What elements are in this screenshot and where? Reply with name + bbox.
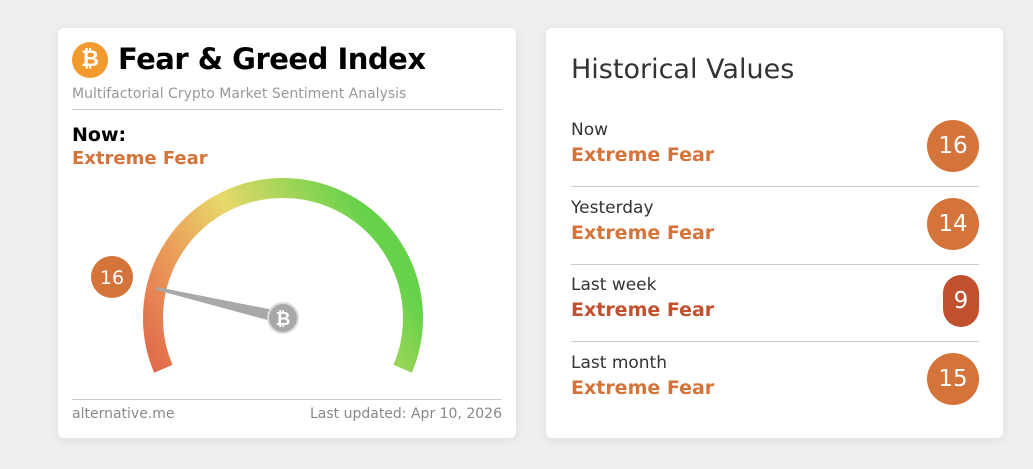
card-title: Historical Values bbox=[571, 54, 795, 85]
period-label: Now bbox=[571, 120, 609, 140]
gauge-value: 16 bbox=[100, 267, 124, 289]
divider bbox=[72, 399, 502, 400]
history-row: Yesterday Extreme Fear 14 bbox=[571, 188, 979, 265]
gauge-arc bbox=[143, 178, 423, 373]
sentiment-value: Extreme Fear bbox=[571, 376, 715, 399]
divider bbox=[571, 341, 979, 342]
score-badge: 14 bbox=[927, 197, 979, 250]
score-badge: 9 bbox=[943, 275, 979, 327]
divider bbox=[72, 109, 502, 110]
gauge-needle bbox=[156, 286, 285, 324]
now-label: Now: bbox=[72, 124, 127, 146]
score-badge: 15 bbox=[927, 352, 979, 405]
needle-hub bbox=[267, 302, 299, 334]
period-label: Yesterday bbox=[571, 197, 654, 218]
now-value: Extreme Fear bbox=[72, 148, 208, 169]
bitcoin-logo-icon: ₿ bbox=[72, 42, 108, 78]
card-subtitle: Multifactorial Crypto Market Sentiment A… bbox=[72, 86, 407, 102]
fear-greed-card: ₿ Fear & Greed Index Multifactorial Cryp… bbox=[58, 28, 516, 438]
history-row: Now Extreme Fear 16 bbox=[571, 110, 979, 187]
gauge-value-badge bbox=[91, 256, 133, 298]
gauge: ₿ 16 bbox=[91, 178, 423, 373]
card-title: Fear & Greed Index bbox=[118, 42, 426, 76]
sentiment-value: Extreme Fear bbox=[571, 221, 715, 244]
source-link[interactable]: alternative.me bbox=[72, 406, 175, 422]
history-row: Last month Extreme Fear 15 bbox=[571, 343, 979, 420]
sentiment-value: Extreme Fear bbox=[571, 144, 715, 166]
divider bbox=[571, 186, 979, 187]
bitcoin-icon: ₿ bbox=[276, 309, 291, 330]
history-row: Last week Extreme Fear 9 bbox=[571, 265, 979, 342]
score-badge: 16 bbox=[927, 120, 979, 172]
period-label: Last month bbox=[571, 352, 667, 373]
last-updated: Last updated: Apr 10, 2026 bbox=[309, 406, 502, 422]
period-label: Last week bbox=[571, 275, 657, 295]
sentiment-value: Extreme Fear bbox=[571, 299, 715, 321]
historical-values-card: Historical Values Now Extreme Fear 16 Ye… bbox=[546, 28, 1003, 438]
divider bbox=[571, 263, 979, 265]
